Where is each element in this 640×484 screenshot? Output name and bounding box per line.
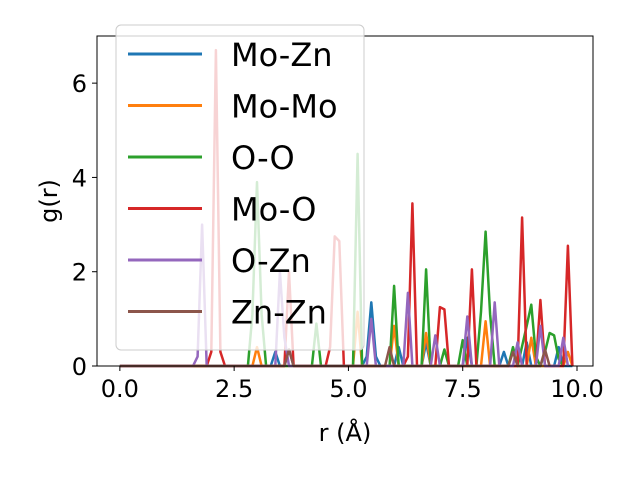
y-tick-label: 2: [72, 259, 87, 287]
y-tick-label: 6: [72, 70, 87, 98]
y-tick-label: 0: [72, 353, 87, 381]
legend-label-mo-o: Mo-O: [231, 191, 316, 229]
x-axis-label: r (Å): [319, 418, 372, 447]
x-tick-label: 10.0: [550, 375, 603, 403]
legend-label-o-o: O-O: [231, 139, 295, 177]
legend: Mo-Zn Mo-Mo O-O Mo-O O-Zn Zn-Zn: [115, 24, 365, 351]
x-tick-label: 0.0: [101, 375, 139, 403]
y-tick-label: 4: [72, 164, 87, 192]
y-axis-label: g(r): [35, 179, 63, 223]
legend-items: Mo-Zn Mo-Mo O-O Mo-O O-Zn Zn-Zn: [128, 36, 338, 332]
legend-label-zn-zn: Zn-Zn: [231, 294, 327, 332]
x-tick-label: 2.5: [215, 375, 253, 403]
legend-label-mo-mo: Mo-Mo: [231, 88, 338, 126]
x-tick-label: 5.0: [329, 375, 367, 403]
axis-ticks: 0.0 2.5 5.0 7.5 10.0 0 2 4 6: [72, 70, 604, 403]
legend-label-o-zn: O-Zn: [231, 242, 311, 280]
legend-label-mo-zn: Mo-Zn: [231, 36, 333, 74]
series-line-mo-zn: [119, 301, 573, 368]
x-tick-label: 7.5: [444, 375, 482, 403]
